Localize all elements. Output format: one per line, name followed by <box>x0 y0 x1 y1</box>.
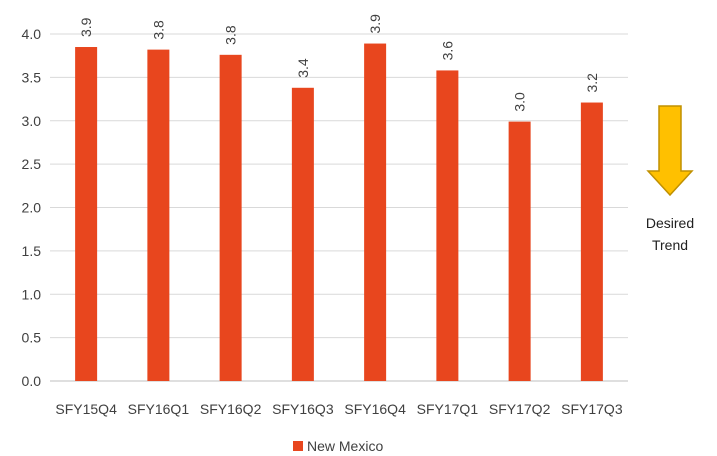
x-tick-label: SFY16Q3 <box>272 401 334 417</box>
y-tick-label: 3.5 <box>22 69 42 85</box>
y-tick-label: 1.5 <box>22 243 42 259</box>
gridlines <box>50 33 628 382</box>
y-tick-label: 2.5 <box>22 156 42 172</box>
data-label: 3.6 <box>439 41 455 61</box>
x-tick-label: SFY16Q1 <box>128 401 190 417</box>
bar <box>75 47 98 381</box>
desired-trend-line1: Desired <box>645 215 695 231</box>
x-tick-label: SFY17Q3 <box>561 401 623 417</box>
bar <box>580 102 603 381</box>
bar <box>436 70 459 381</box>
data-label: 3.8 <box>223 25 239 45</box>
data-label: 3.9 <box>367 14 383 34</box>
legend-label-new-mexico: New Mexico <box>307 438 384 454</box>
bar <box>508 121 531 382</box>
x-tick-label: SFY16Q4 <box>344 401 406 417</box>
bar <box>147 49 170 382</box>
y-tick-label: 3.0 <box>22 113 42 129</box>
desired-trend-annotation: Desired Trend <box>630 105 710 256</box>
y-tick-label: 0.0 <box>22 373 42 389</box>
data-label: 3.2 <box>584 73 600 93</box>
data-label: 3.9 <box>78 17 94 37</box>
data-labels: 3.9 3.8 3.8 3.4 3.9 3.6 3.0 3.2 <box>78 14 600 112</box>
desired-trend-label: Desired Trend <box>630 212 710 256</box>
legend-swatch-new-mexico <box>293 441 303 451</box>
data-label: 3.4 <box>295 58 311 78</box>
y-tick-label: 0.5 <box>22 330 42 346</box>
legend: New Mexico <box>293 437 383 455</box>
desired-trend-line2: Trend <box>651 237 689 253</box>
data-label: 3.8 <box>150 20 166 40</box>
y-tick-label: 1.0 <box>22 286 42 302</box>
y-tick-label: 4.0 <box>22 26 42 42</box>
x-tick-label: SFY17Q2 <box>489 401 551 417</box>
bar <box>219 54 242 381</box>
x-axis-category-labels: SFY15Q4 SFY16Q1 SFY16Q2 SFY16Q3 SFY16Q4 SFY17… <box>55 401 622 417</box>
x-tick-label: SFY17Q1 <box>417 401 479 417</box>
down-arrow-icon <box>646 105 694 197</box>
y-tick-label: 2.0 <box>22 200 42 216</box>
bar <box>364 43 387 381</box>
x-tick-label: SFY15Q4 <box>55 401 117 417</box>
data-label: 3.0 <box>512 92 528 112</box>
bars <box>75 43 603 382</box>
x-tick-label: SFY16Q2 <box>200 401 262 417</box>
bar <box>291 87 314 381</box>
y-axis-tick-labels: 0.0 0.5 1.0 1.5 2.0 2.5 3.0 3.5 4.0 <box>22 26 42 389</box>
